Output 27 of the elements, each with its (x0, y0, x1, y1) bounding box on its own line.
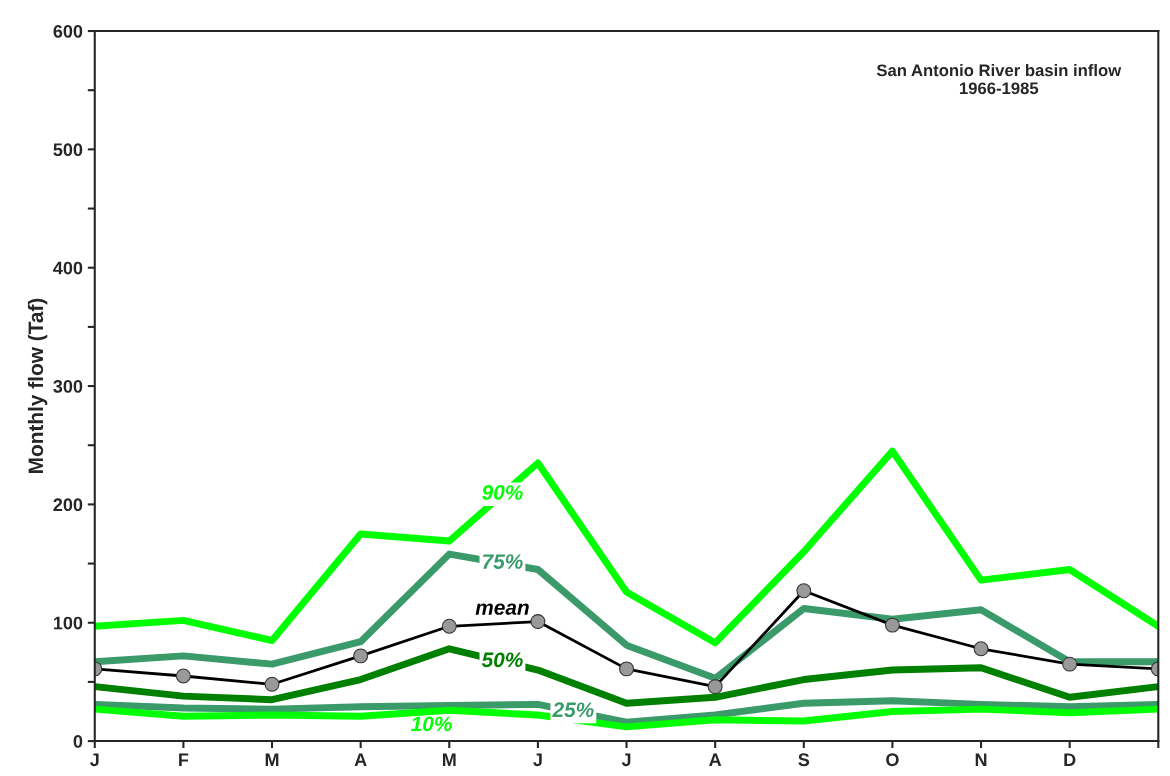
y-tick-label: 200 (53, 498, 83, 512)
x-tick-label: J (621, 753, 631, 767)
x-tick-label: A (354, 753, 367, 766)
y-tick-label: 600 (53, 24, 83, 38)
series-label: mean (475, 603, 529, 615)
series-label: 75% (483, 554, 523, 569)
x-tick-label: M (265, 753, 279, 766)
x-tick-label: O (886, 753, 899, 767)
y-axis-title: Monthly flow (Taf) (27, 298, 48, 473)
x-tick-label: J (533, 753, 542, 767)
y-tick-label: 0 (73, 735, 83, 748)
y-tick-label: 100 (53, 616, 83, 630)
x-tick-label: N (975, 753, 987, 766)
y-tick-label: 400 (53, 261, 83, 275)
x-tick-label: D (1064, 753, 1076, 766)
x-tick-label: M (442, 753, 456, 766)
text: San Antonio River basin inflow 1966-1985 (876, 64, 1122, 95)
series-label: 90% (482, 485, 523, 500)
y-tick-label: 300 (53, 379, 83, 393)
series-label: 10% (411, 716, 452, 732)
x-tick-label: F (179, 753, 189, 766)
x-tick-label: J (90, 753, 99, 767)
x-tick-label: S (798, 753, 810, 767)
series-label: 25% (552, 702, 594, 718)
y-tick-label: 500 (53, 143, 83, 157)
series-label: 50% (481, 652, 523, 668)
x-tick-label: A (709, 753, 722, 766)
